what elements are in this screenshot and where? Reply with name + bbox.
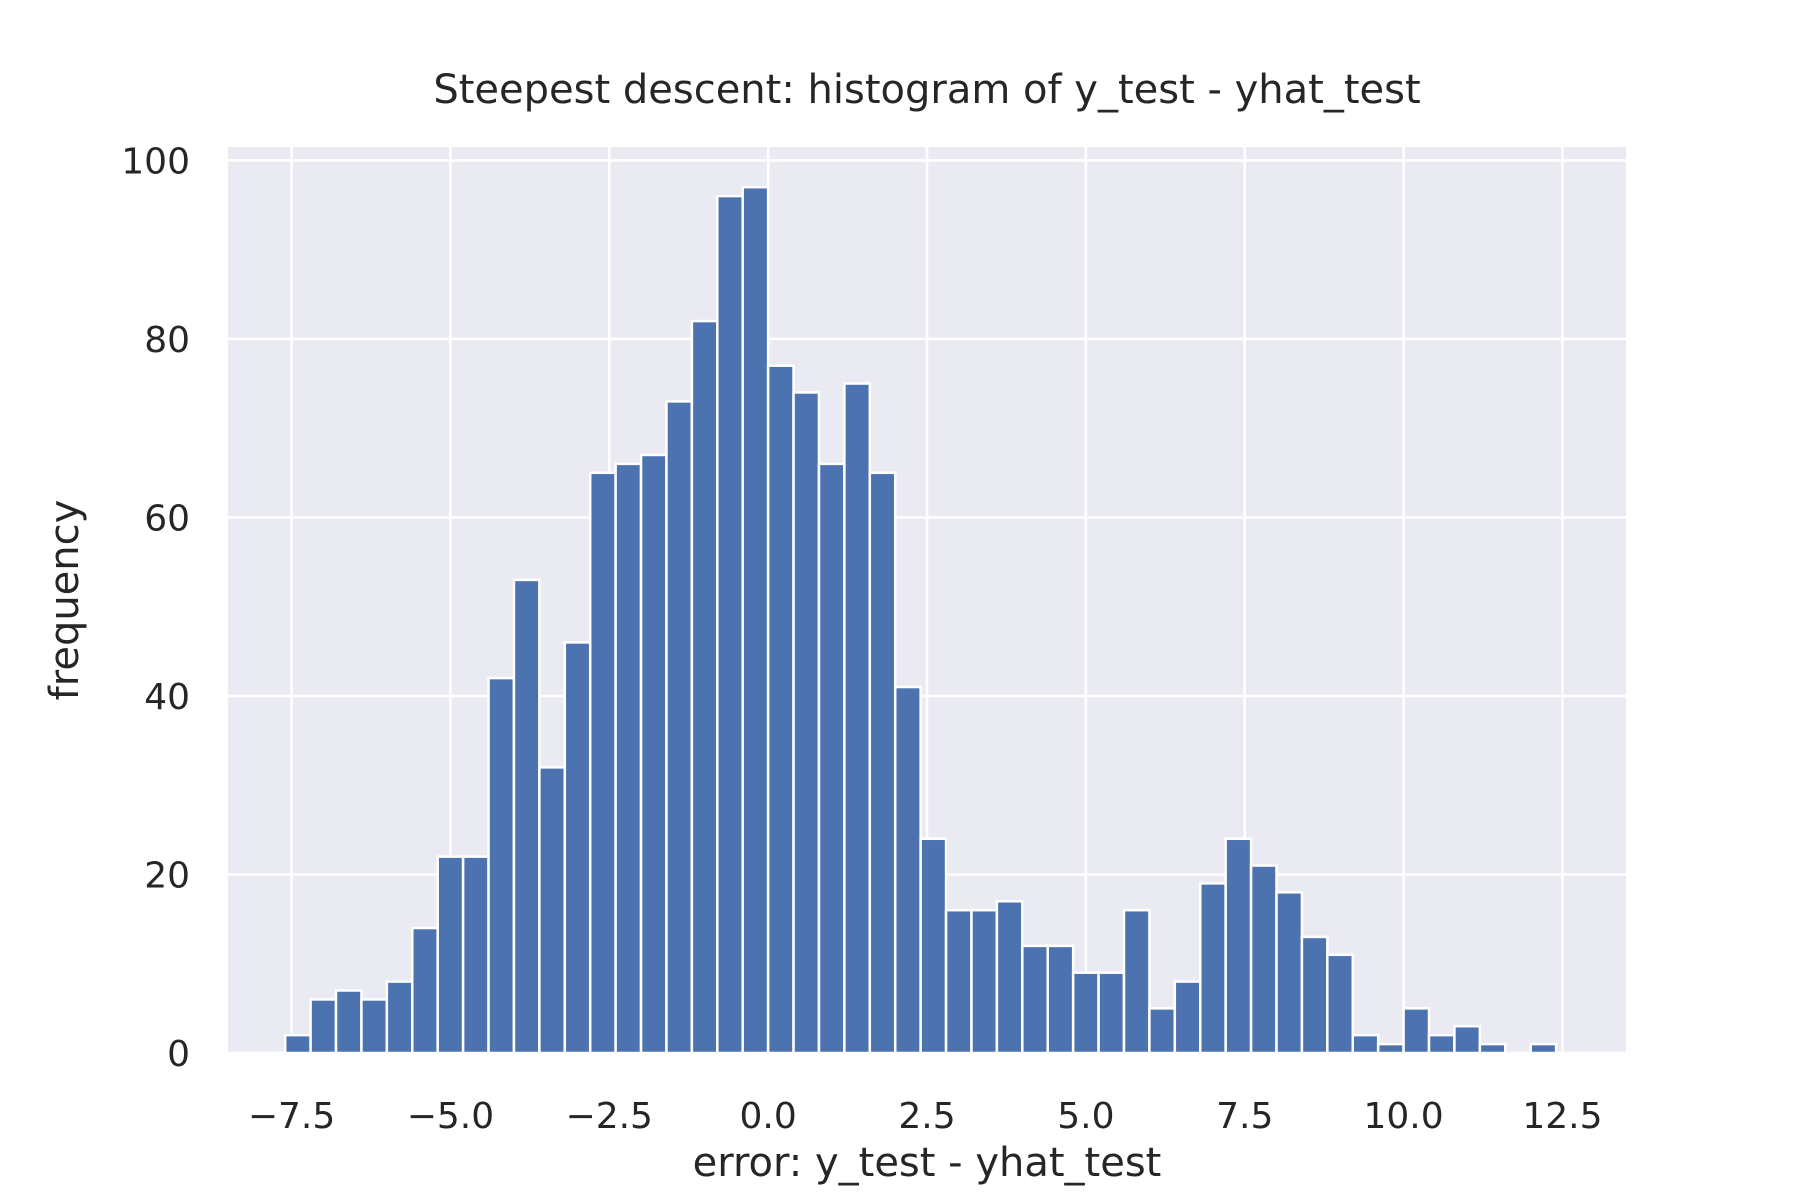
y-axis-label: frequency (42, 500, 88, 701)
histogram-bar (1046, 944, 1075, 1055)
histogram-bar (1402, 1007, 1431, 1055)
histogram-bar (334, 989, 363, 1055)
histogram-bar (461, 855, 490, 1055)
histogram-bar (1249, 864, 1278, 1055)
histogram-bar (1376, 1042, 1405, 1055)
histogram-bar (1224, 837, 1253, 1055)
histogram-bar (792, 391, 821, 1055)
histogram-bar (919, 837, 948, 1055)
histogram-bar (893, 685, 922, 1055)
histogram-bar (1300, 935, 1329, 1055)
x-tick-label: 7.5 (1216, 1096, 1273, 1137)
histogram-bar (843, 382, 872, 1055)
histogram-bar (1351, 1033, 1380, 1055)
histogram-bar (1427, 1033, 1456, 1055)
histogram-bar (360, 998, 389, 1055)
chart-title: Steepest descent: histogram of y_test - … (433, 67, 1420, 113)
x-tick-labels: −7.5 −5.0 −2.5 0.0 2.5 5.0 7.5 10.0 12.5 (248, 1096, 1603, 1137)
histogram-bar (1529, 1042, 1558, 1055)
y-tick-label: 60 (144, 498, 190, 539)
y-tick-label: 20 (144, 855, 190, 896)
histogram-bar (766, 364, 795, 1055)
histogram-bar (1148, 1007, 1177, 1055)
y-tick-label: 0 (167, 1034, 190, 1075)
histogram-bar (716, 194, 744, 1055)
x-tick-label: −5.0 (407, 1096, 494, 1137)
histogram-bar (741, 185, 770, 1055)
histogram-bar (995, 900, 1024, 1055)
histogram-bar (538, 766, 567, 1055)
y-tick-label: 40 (144, 677, 190, 718)
x-tick-label: −7.5 (248, 1096, 335, 1137)
histogram-bar (944, 908, 973, 1055)
histogram-bar (665, 400, 694, 1055)
histogram-bar (512, 578, 541, 1055)
histogram-bar (1071, 971, 1100, 1055)
histogram-bar (817, 462, 846, 1055)
histogram-bar (563, 641, 592, 1055)
x-tick-label: 12.5 (1522, 1096, 1602, 1137)
x-tick-label: 5.0 (1057, 1096, 1114, 1137)
histogram-bar (639, 453, 668, 1055)
histogram-bar (283, 1033, 312, 1055)
x-tick-label: −2.5 (566, 1096, 653, 1137)
histogram-bar (1198, 882, 1227, 1055)
histogram-bar (970, 908, 999, 1055)
y-tick-label: 80 (144, 320, 190, 361)
histogram-bar (1275, 891, 1304, 1055)
x-tick-label: 10.0 (1364, 1096, 1444, 1137)
histogram-bar (436, 855, 465, 1055)
histogram-bar (487, 676, 516, 1055)
x-tick-label: 2.5 (898, 1096, 955, 1137)
histogram-bar (1453, 1024, 1482, 1055)
histogram-bar (690, 319, 719, 1055)
histogram-bar (385, 980, 414, 1055)
histogram-bar (588, 471, 617, 1055)
x-tick-label: 0.0 (740, 1096, 797, 1137)
histogram-bar (1021, 944, 1049, 1055)
histogram-bar (309, 998, 338, 1055)
histogram-bar (1097, 971, 1126, 1055)
histogram-bar (1326, 953, 1355, 1055)
histogram-bars (283, 185, 1558, 1055)
histogram-bar (614, 462, 643, 1055)
histogram-bar (411, 926, 439, 1055)
histogram-bar (1478, 1042, 1507, 1055)
y-tick-labels: 0 20 40 60 80 100 (121, 141, 190, 1075)
histogram-bar (1122, 908, 1151, 1055)
x-axis-label: error: y_test - yhat_test (693, 1140, 1162, 1186)
histogram-bar (868, 471, 897, 1055)
histogram-bar (1173, 980, 1202, 1055)
y-tick-label: 100 (121, 141, 190, 182)
